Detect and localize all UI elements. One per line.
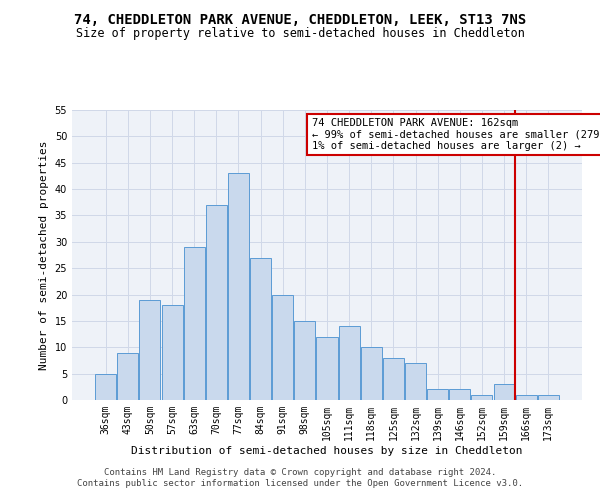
- Y-axis label: Number of semi-detached properties: Number of semi-detached properties: [39, 140, 49, 370]
- Bar: [427, 390, 448, 400]
- Bar: [538, 394, 559, 400]
- Bar: [161, 305, 182, 400]
- Text: Contains HM Land Registry data © Crown copyright and database right 2024.
Contai: Contains HM Land Registry data © Crown c…: [77, 468, 523, 487]
- Bar: [472, 394, 493, 400]
- Text: 74 CHEDDLETON PARK AVENUE: 162sqm
← 99% of semi-detached houses are smaller (279: 74 CHEDDLETON PARK AVENUE: 162sqm ← 99% …: [311, 118, 600, 151]
- Bar: [139, 300, 160, 400]
- Bar: [95, 374, 116, 400]
- Bar: [515, 394, 536, 400]
- Bar: [184, 247, 205, 400]
- Bar: [295, 321, 316, 400]
- Text: Size of property relative to semi-detached houses in Cheddleton: Size of property relative to semi-detach…: [76, 28, 524, 40]
- Bar: [316, 336, 338, 400]
- Bar: [361, 348, 382, 400]
- Bar: [118, 352, 139, 400]
- Bar: [250, 258, 271, 400]
- Bar: [338, 326, 359, 400]
- Bar: [272, 294, 293, 400]
- Bar: [449, 390, 470, 400]
- Bar: [383, 358, 404, 400]
- Text: 74, CHEDDLETON PARK AVENUE, CHEDDLETON, LEEK, ST13 7NS: 74, CHEDDLETON PARK AVENUE, CHEDDLETON, …: [74, 12, 526, 26]
- X-axis label: Distribution of semi-detached houses by size in Cheddleton: Distribution of semi-detached houses by …: [131, 446, 523, 456]
- Bar: [228, 174, 249, 400]
- Bar: [206, 205, 227, 400]
- Bar: [494, 384, 515, 400]
- Bar: [405, 363, 426, 400]
